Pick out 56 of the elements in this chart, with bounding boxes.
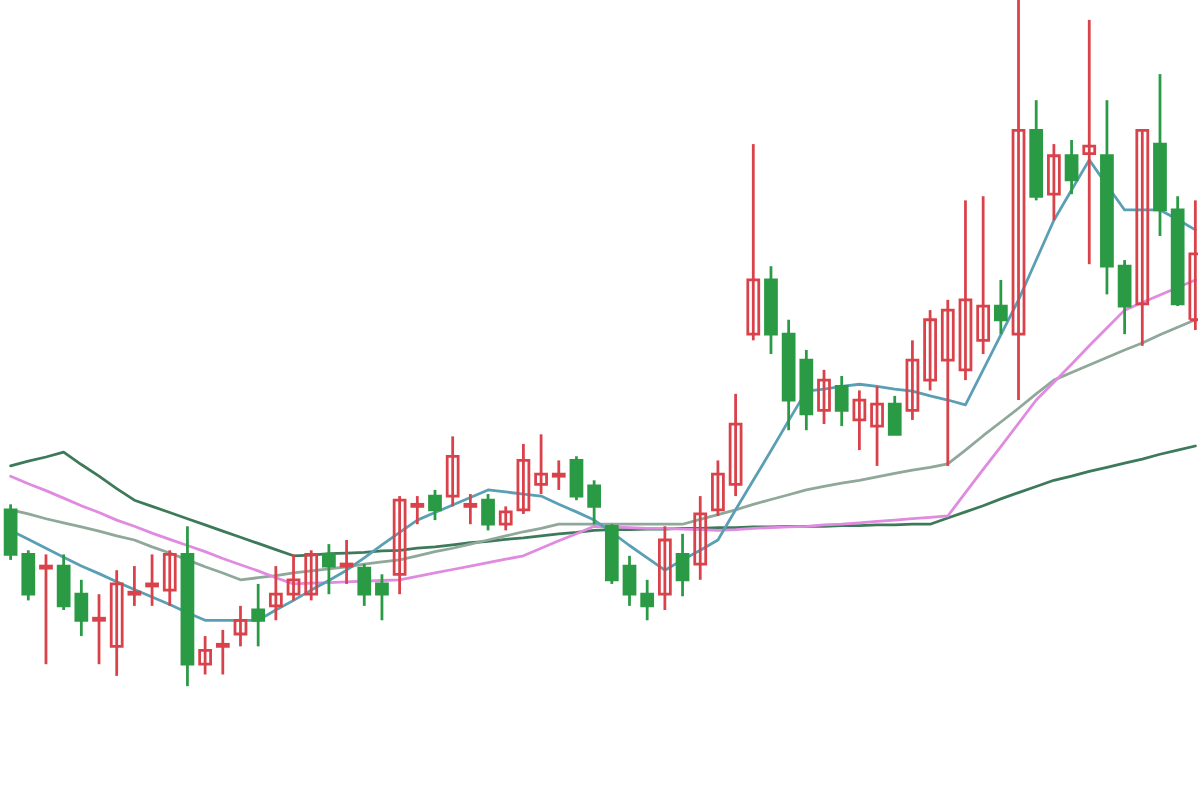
- candlestick: [923, 308, 937, 392]
- candlestick: [834, 374, 849, 428]
- candlestick: [322, 542, 336, 596]
- candlestick: [622, 554, 637, 608]
- candlestick: [940, 298, 955, 468]
- candlestick: [463, 492, 478, 526]
- candlestick: [215, 628, 230, 676]
- candlestick: [640, 578, 655, 622]
- candlestick: [268, 564, 283, 622]
- candlestick: [233, 604, 248, 648]
- candlestick: [675, 532, 690, 598]
- candlestick: [21, 548, 36, 602]
- candlestick: [127, 564, 142, 608]
- candlestick: [870, 384, 884, 468]
- candlestick: [993, 278, 1008, 336]
- candlestick: [1064, 138, 1079, 196]
- candlestick: [357, 562, 372, 608]
- candlestick: [976, 194, 991, 356]
- candlestick: [1135, 128, 1150, 348]
- candlestick: [887, 394, 902, 436]
- candlestick: [1047, 142, 1061, 222]
- candlestick: [1011, 0, 1026, 402]
- candlestick: [198, 634, 212, 676]
- candlestick: [3, 502, 18, 562]
- candlestick: [481, 492, 495, 532]
- candlestick: [534, 432, 548, 496]
- candlestick: [746, 142, 761, 342]
- candlestick: [498, 504, 513, 532]
- candlestick: [728, 392, 743, 498]
- candlestick: [109, 568, 124, 678]
- candlestick: [39, 553, 53, 666]
- candlestick: [410, 494, 425, 526]
- candlestick: [304, 548, 319, 602]
- candlestick: [445, 435, 460, 508]
- candlestick: [817, 368, 831, 426]
- candlestick: [693, 494, 708, 582]
- candlestick: [569, 454, 584, 502]
- candlestick: [375, 572, 389, 622]
- candlestick: [92, 592, 106, 666]
- candlestick: [852, 389, 867, 452]
- candlestick: [905, 338, 920, 422]
- candlestick: [516, 442, 531, 516]
- candlestick: [551, 459, 566, 492]
- candlestick: [587, 478, 602, 526]
- candlestick: [1082, 18, 1097, 266]
- candlestick: [958, 198, 973, 382]
- candlestick: [339, 538, 354, 586]
- candlestick: [392, 494, 407, 596]
- candlestick: [1117, 258, 1132, 336]
- candlestick: [428, 488, 442, 522]
- candlestick: [162, 548, 177, 608]
- candlestick: [711, 459, 725, 518]
- candlestick: [658, 524, 672, 612]
- candlestick: [251, 582, 266, 648]
- candlestick: [286, 553, 301, 602]
- candlestick: [145, 553, 159, 608]
